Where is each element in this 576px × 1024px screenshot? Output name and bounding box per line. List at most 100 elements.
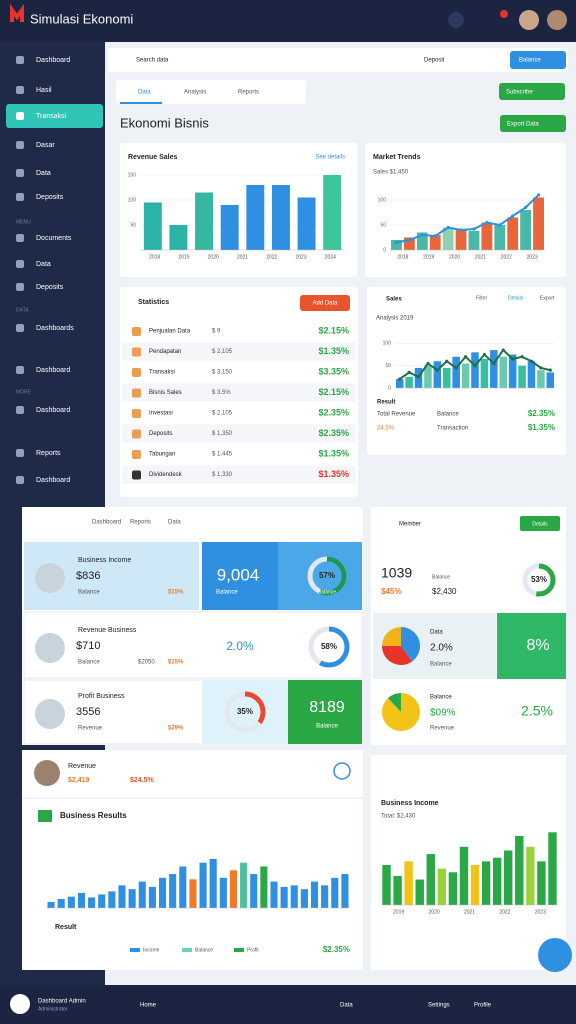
card-subtitle: Sales $1,450 (373, 170, 409, 176)
result-title: Result (377, 400, 395, 406)
pie-slice (387, 693, 401, 712)
bar (518, 365, 526, 388)
x-tick-label: 2022 (266, 254, 277, 260)
card-button: Export (540, 295, 555, 301)
x-tick-label: 2023 (535, 909, 546, 915)
row-label: Pendapatan (149, 349, 181, 355)
row-bg (122, 424, 356, 443)
action-button[interactable] (499, 83, 565, 100)
bar (494, 225, 506, 250)
x-tick-label: 2021 (237, 254, 248, 260)
income-subtitle: Total: $2,430 (381, 814, 416, 820)
bar (270, 881, 278, 908)
card-link: See details (315, 155, 345, 161)
result-cell: $1.35% (528, 423, 555, 432)
bar (297, 197, 316, 250)
bar (321, 885, 329, 908)
row-icon (132, 429, 141, 439)
bar (395, 379, 404, 388)
row-icon (132, 368, 141, 377)
action-button[interactable] (500, 115, 566, 132)
kpi-tile (202, 680, 288, 744)
bar (405, 376, 413, 388)
y-tick-label: 50 (385, 363, 391, 369)
line-point (492, 361, 496, 366)
legend-swatch (130, 948, 140, 952)
sidebar-icon (16, 283, 24, 291)
row-icon (132, 450, 141, 459)
line (396, 194, 540, 244)
x-tick-label: 2022 (501, 254, 512, 260)
row-value: $ 2,105 (212, 349, 233, 355)
donut-value (522, 563, 556, 597)
sidebar-item: Transaksi (36, 113, 67, 120)
legend-label: Balance (195, 947, 213, 953)
member-pct: $45% (381, 587, 401, 596)
bar (331, 877, 339, 908)
row-icon (132, 388, 141, 398)
donut-value (307, 556, 347, 596)
business-title: Business Results (60, 811, 127, 820)
donut-label: 53% (531, 575, 547, 584)
bar (391, 240, 402, 250)
x-tick-label: 2021 (475, 254, 486, 260)
line-point (463, 355, 468, 359)
business-amount: $2,419 (68, 777, 90, 784)
business-header: Revenue (68, 763, 96, 770)
kpi-tile-value: 9,004 (217, 565, 260, 584)
row-change: $1.35% (318, 346, 349, 356)
x-tick-label: 2020 (208, 254, 219, 260)
kpi-name: Profit Business (78, 693, 125, 700)
logo (10, 3, 24, 22)
line-point (407, 238, 411, 242)
badge (500, 10, 508, 18)
action-label: Export Data (507, 122, 539, 128)
y-tick-label: 100 (383, 341, 392, 347)
line-point (511, 214, 515, 218)
row-icon (132, 470, 141, 480)
sidebar-section: DATA (16, 307, 29, 313)
row-change: $1.35% (318, 448, 349, 458)
kpi-name: Revenue Business (78, 627, 137, 634)
kpi-sub: Balance (78, 590, 100, 596)
card-title: Revenue Sales (128, 154, 178, 161)
line-point (498, 223, 502, 227)
sidebar-icon (16, 86, 24, 94)
y-tick-label: 0 (388, 385, 391, 391)
result-cell: Transaction (437, 426, 468, 432)
member-button[interactable] (520, 516, 560, 531)
line-point (536, 193, 541, 197)
line-point (398, 377, 402, 381)
bar (499, 356, 507, 388)
donut-label: 58% (321, 642, 337, 651)
bar (323, 175, 342, 250)
row-label: Bisnis Sales (149, 390, 182, 396)
x-tick-label: 2019 (178, 254, 189, 260)
fab[interactable] (538, 938, 572, 972)
row-value: $ 3.5% (212, 390, 231, 396)
sidebar-icon (16, 169, 24, 177)
kpi-tile-sub: Balance (216, 590, 238, 596)
toolbar-button[interactable] (510, 51, 566, 69)
avatar (34, 760, 60, 786)
result-cell: Total Revenue (377, 412, 416, 418)
sidebar-item: Dashboard (36, 57, 70, 64)
row-value: $ 1,330 (212, 472, 233, 478)
x-tick-label: 2023 (296, 254, 307, 260)
line-point (539, 366, 543, 370)
donut-label: 57% (319, 571, 335, 580)
card-button[interactable] (300, 295, 350, 311)
bar (290, 885, 298, 908)
bar (246, 185, 265, 250)
bar (195, 192, 214, 250)
pie-value: $09% (430, 708, 456, 719)
row-change: $2.35% (318, 428, 349, 438)
bar (537, 861, 546, 905)
bar (382, 865, 391, 905)
row-icon (132, 347, 141, 357)
bar (260, 866, 268, 908)
line-point (454, 366, 458, 370)
x-tick-label: 2021 (464, 909, 475, 915)
line-point (433, 234, 437, 238)
